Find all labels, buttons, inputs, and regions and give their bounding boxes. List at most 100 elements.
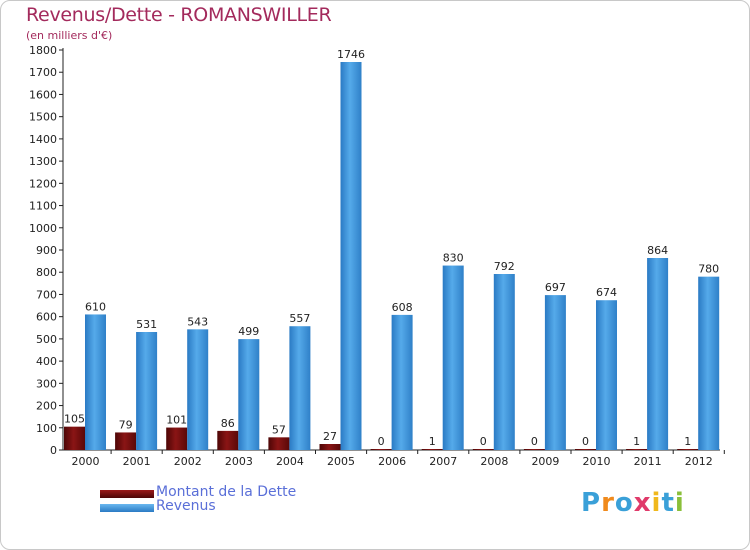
bar-revenue	[238, 339, 260, 450]
bar-debt	[217, 430, 239, 450]
legend-label-revenue: Revenus	[156, 498, 216, 514]
bar-debt	[523, 449, 545, 450]
x-tick-label: 2012	[685, 455, 713, 468]
y-tick-label: 600	[36, 311, 57, 324]
y-tick-label: 900	[36, 244, 57, 257]
x-tick-label: 2009	[531, 455, 559, 468]
logo-letter: i	[674, 488, 685, 518]
x-tick-label: 2000	[72, 455, 100, 468]
x-tick-label: 2006	[378, 455, 406, 468]
y-tick-label: 400	[36, 355, 57, 368]
bar-revenue	[442, 265, 464, 450]
data-label-revenue: 674	[596, 286, 617, 299]
y-tick-label: 1500	[29, 111, 57, 124]
data-label-revenue: 792	[494, 260, 515, 273]
y-tick-label: 1600	[29, 88, 57, 101]
logo-letter: P	[581, 488, 602, 518]
x-tick-label: 2003	[225, 455, 253, 468]
data-label-revenue: 1746	[337, 48, 365, 61]
logo-letter: i	[651, 488, 662, 518]
bar-revenue	[493, 274, 515, 450]
x-tick-label: 2005	[327, 455, 355, 468]
y-tick-label: 300	[36, 377, 57, 390]
bar-debt	[626, 449, 648, 450]
data-label-debt: 27	[323, 430, 337, 443]
logo-letter: o	[614, 488, 634, 518]
bar-debt	[115, 432, 137, 450]
bar-debt	[166, 427, 188, 450]
y-tick-label: 1200	[29, 177, 57, 190]
bar-debt	[370, 449, 392, 450]
bar-revenue	[596, 300, 617, 450]
data-label-debt: 105	[64, 413, 85, 426]
data-label-revenue: 499	[238, 325, 259, 338]
data-label-debt: 86	[221, 417, 235, 430]
x-tick-label: 2010	[583, 455, 611, 468]
data-label-revenue: 780	[698, 263, 719, 276]
data-label-revenue: 531	[136, 318, 157, 331]
y-tick-label: 1000	[29, 222, 57, 235]
bar-debt	[421, 449, 443, 450]
bar-revenue	[647, 258, 669, 450]
bar-revenue	[544, 295, 566, 450]
data-label-debt: 1	[633, 435, 640, 448]
x-tick-label: 2007	[429, 455, 457, 468]
bar-revenue	[136, 332, 158, 450]
data-label-revenue: 864	[647, 244, 668, 257]
y-tick-label: 1700	[29, 66, 57, 79]
bar-debt	[575, 449, 596, 450]
logo-letter: x	[633, 488, 652, 518]
x-tick-label: 2004	[276, 455, 304, 468]
x-tick-label: 2008	[480, 455, 508, 468]
logo-letter: t	[661, 488, 675, 518]
y-tick-label: 500	[36, 333, 57, 346]
proxiti-logo: Proxiti	[581, 488, 685, 518]
data-label-debt: 1	[684, 435, 691, 448]
bar-revenue	[340, 62, 362, 450]
legend-swatch-debt	[100, 490, 154, 498]
y-tick-label: 100	[36, 422, 57, 435]
x-tick-label: 2011	[634, 455, 662, 468]
bar-revenue	[391, 314, 413, 450]
legend-label-debt: Montant de la Dette	[156, 484, 297, 500]
bar-revenue	[698, 276, 720, 450]
data-label-debt: 101	[166, 414, 187, 427]
bar-revenue	[187, 329, 209, 450]
y-tick-label: 700	[36, 288, 57, 301]
data-label-revenue: 610	[85, 300, 106, 313]
data-label-revenue: 543	[187, 315, 208, 328]
bars	[64, 62, 720, 450]
y-tick-label: 1800	[29, 44, 57, 57]
x-tick-label: 2001	[123, 455, 151, 468]
y-tick-label: 1100	[29, 200, 57, 213]
bar-debt	[677, 449, 699, 450]
x-tick-label: 2002	[174, 455, 202, 468]
y-tick-label: 0	[50, 444, 57, 457]
data-label-debt: 0	[531, 435, 538, 448]
data-label-debt: 0	[582, 435, 589, 448]
y-tick-label: 800	[36, 266, 57, 279]
y-tick-label: 1400	[29, 133, 57, 146]
axes: 0100200300400500600700800900100011001200…	[29, 44, 725, 468]
chart-subtitle: (en milliers d'€)	[26, 29, 113, 42]
logo-letter: r	[601, 488, 615, 518]
y-tick-label: 200	[36, 400, 57, 413]
bar-revenue	[289, 326, 311, 450]
data-label-revenue: 557	[289, 312, 310, 325]
bar-revenue	[85, 314, 106, 450]
data-label-debt: 1	[429, 435, 436, 448]
data-label-debt: 0	[480, 435, 487, 448]
data-label-revenue: 697	[545, 281, 566, 294]
bar-debt	[472, 449, 494, 450]
bar-debt	[319, 444, 341, 450]
legend-swatch-revenue	[100, 504, 154, 512]
data-label-revenue: 830	[443, 252, 464, 265]
data-label-debt: 79	[119, 418, 133, 431]
y-tick-label: 1300	[29, 155, 57, 168]
data-label-debt: 57	[272, 423, 286, 436]
bar-debt	[268, 437, 290, 450]
data-label-revenue: 608	[392, 301, 413, 314]
data-label-debt: 0	[378, 435, 385, 448]
